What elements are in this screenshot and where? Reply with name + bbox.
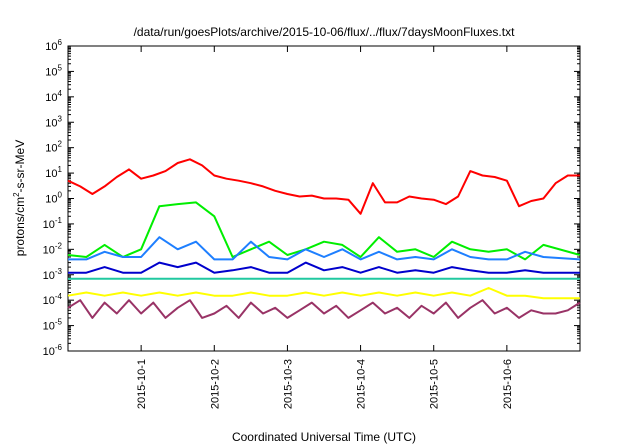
series-group (67, 158, 581, 319)
series-line-7 (67, 299, 581, 319)
series-line-1 (67, 158, 580, 215)
series-line-6 (67, 287, 580, 300)
x-tick-label: 2015-10-5 (429, 359, 441, 409)
series-line-3 (68, 236, 580, 261)
chart-title: /data/run/goesPlots/archive/2015-10-06/f… (134, 25, 516, 39)
y-tick-label: 101 (45, 165, 62, 180)
y-tick-label: 105 (45, 63, 62, 78)
y-tick-label: 10-4 (43, 292, 63, 307)
y-tick-label: 10-1 (43, 216, 63, 231)
y-axis: 10-6 10-5 10-4 10-3 10-2 10-1 100 101 102 103 104 1… (43, 38, 580, 358)
y-axis-title: protons/cm2-s-sr-MeV (12, 140, 27, 256)
x-tick-label: 2015-10-4 (356, 359, 368, 409)
y-tick-label: 104 (45, 89, 62, 104)
x-tick-label: 2015-10-6 (502, 359, 514, 409)
y-tick-label: 103 (45, 114, 62, 129)
series-line-4 (68, 261, 580, 274)
x-tick-label: 2015-10-2 (209, 359, 221, 409)
series-line-2 (67, 201, 581, 261)
x-tick-label: 2015-10-1 (136, 359, 148, 409)
y-tick-label: 106 (45, 38, 62, 53)
y-tick-label: 10-5 (43, 318, 63, 333)
x-axis: 2015-10-1 2015-10-2 2015-10-3 2015-10-4 2015… (136, 46, 514, 409)
y-tick-label: 10-3 (43, 267, 63, 282)
x-axis-title: Coordinated Universal Time (UTC) (232, 430, 416, 444)
y-tick-label: 100 (45, 191, 62, 206)
y-axis-title-rest: -s-sr-MeV (13, 140, 27, 193)
y-tick-label: 102 (45, 140, 62, 155)
x-tick-label: 2015-10-3 (282, 359, 294, 409)
y-axis-title-base: protons/cm (13, 197, 27, 256)
y-axis-title-sup: 2 (12, 192, 21, 197)
y-tick-label: 10-2 (43, 241, 63, 256)
y-tick-label: 10-6 (43, 343, 63, 358)
